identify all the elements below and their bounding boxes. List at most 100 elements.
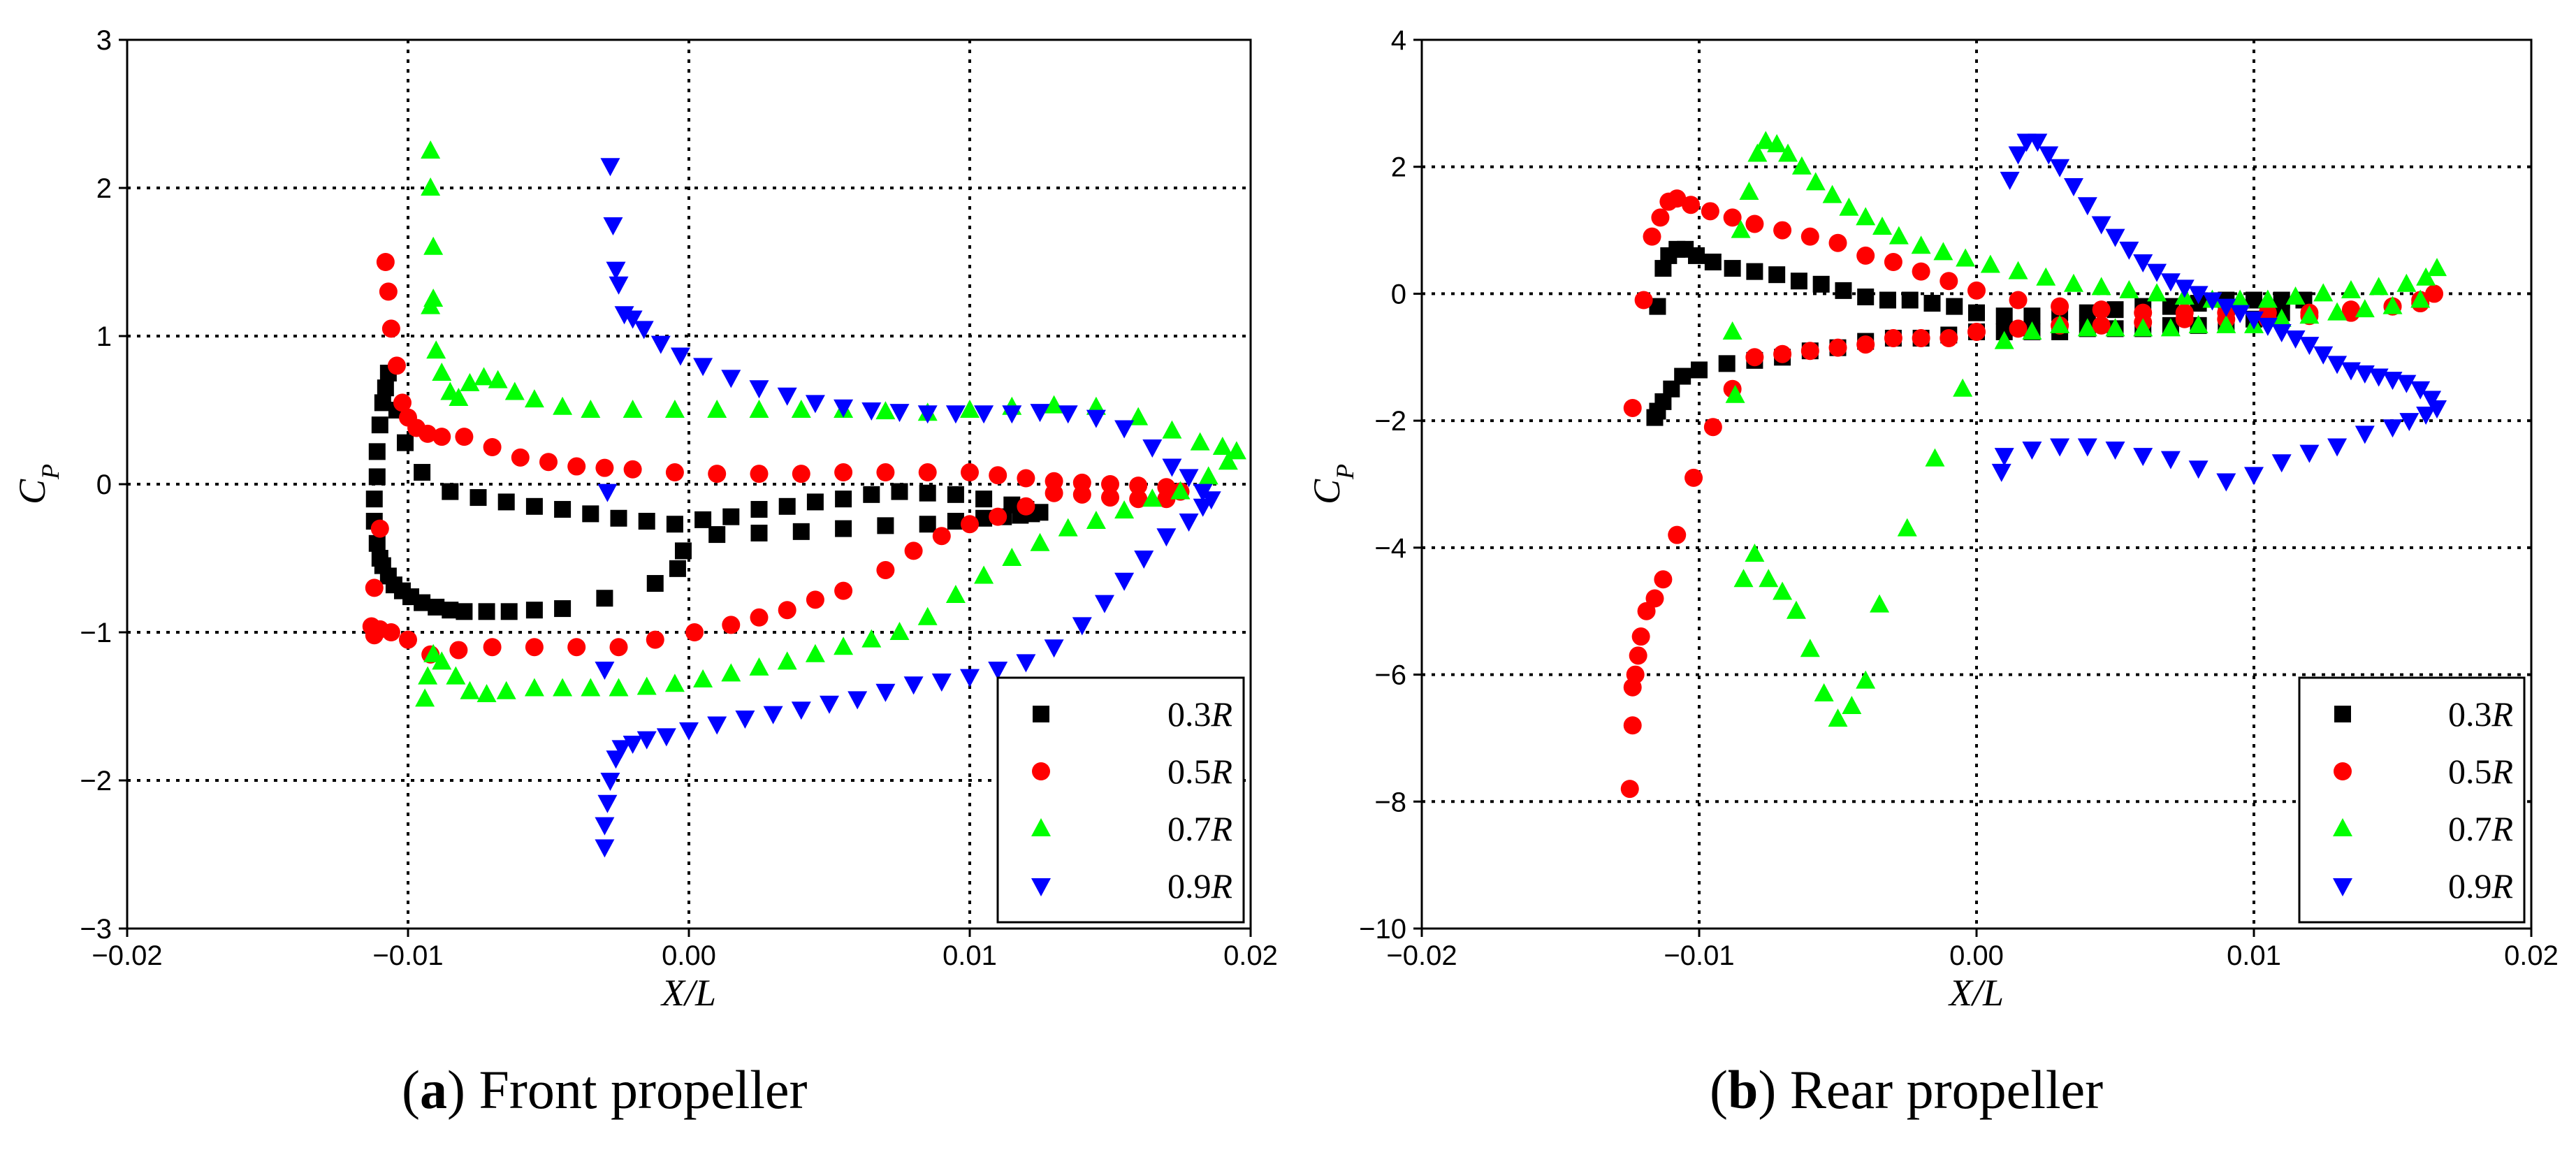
data-point-0.7R bbox=[1822, 184, 1842, 203]
data-point-0.5R bbox=[1682, 196, 1701, 214]
legend-label: 0.5R bbox=[1167, 752, 1232, 791]
caption-panel-label: b bbox=[1727, 1059, 1759, 1120]
data-point-0.7R bbox=[1786, 600, 1806, 619]
data-point-0.7R bbox=[2368, 277, 2389, 296]
data-point-0.9R bbox=[2327, 356, 2348, 374]
data-point-0.3R bbox=[497, 493, 515, 511]
data-point-0.9R bbox=[597, 794, 618, 813]
data-point-0.7R bbox=[1933, 242, 1953, 261]
data-point-0.5R bbox=[623, 460, 642, 479]
data-point-0.3R bbox=[1688, 247, 1705, 264]
data-point-0.9R bbox=[707, 716, 727, 735]
data-point-0.5R bbox=[567, 457, 586, 476]
data-point-0.9R bbox=[2382, 419, 2403, 438]
data-point-0.9R bbox=[2341, 362, 2361, 381]
data-point-0.7R bbox=[609, 678, 629, 697]
data-point-0.9R bbox=[2160, 451, 2181, 470]
x-tick-label: 0.02 bbox=[2504, 940, 2559, 971]
x-tick-label: −0.01 bbox=[372, 940, 443, 971]
data-point-0.7R bbox=[2160, 318, 2181, 337]
data-point-0.9R bbox=[1030, 404, 1050, 423]
data-point-0.3R bbox=[442, 602, 459, 619]
data-point-0.7R bbox=[2396, 273, 2417, 292]
data-point-0.9R bbox=[2355, 365, 2375, 384]
data-point-0.5R bbox=[834, 581, 853, 600]
data-point-0.9R bbox=[2133, 254, 2153, 272]
data-point-0.7R bbox=[875, 401, 896, 420]
data-point-0.9R bbox=[777, 387, 797, 406]
data-point-0.9R bbox=[2368, 368, 2389, 387]
data-point-0.7R bbox=[1897, 518, 1917, 537]
legend-marker-0.5R bbox=[1032, 762, 1050, 780]
data-point-0.3R bbox=[835, 490, 852, 508]
data-point-0.7R bbox=[664, 400, 685, 418]
data-point-0.9R bbox=[917, 405, 938, 424]
data-point-0.9R bbox=[749, 380, 769, 399]
legend-label-variable: R bbox=[2491, 752, 2513, 791]
data-point-0.3R bbox=[470, 489, 487, 507]
data-point-0.5R bbox=[1017, 497, 1035, 516]
data-point-0.9R bbox=[931, 673, 952, 692]
data-point-0.3R bbox=[1923, 295, 1941, 312]
legend-label-number: 0.7 bbox=[2448, 809, 2492, 848]
y-axis-label: CP bbox=[11, 464, 64, 504]
data-point-0.5R bbox=[961, 515, 979, 534]
grid-lines bbox=[127, 40, 1251, 929]
data-point-0.3R bbox=[610, 509, 627, 527]
data-point-0.5R bbox=[387, 356, 406, 375]
data-point-0.5R bbox=[989, 507, 1007, 526]
data-point-0.9R bbox=[2105, 442, 2125, 460]
data-point-0.9R bbox=[1094, 595, 1114, 613]
data-point-0.5R bbox=[961, 463, 979, 482]
data-point-0.7R bbox=[421, 140, 441, 159]
legend-label-number: 0.3 bbox=[1167, 694, 1211, 734]
data-point-0.9R bbox=[2271, 323, 2292, 342]
data-point-0.3R bbox=[778, 497, 796, 515]
data-point-0.3R bbox=[396, 434, 414, 451]
data-point-0.9R bbox=[721, 370, 741, 388]
data-point-0.3R bbox=[1724, 260, 1741, 277]
data-point-0.5R bbox=[792, 465, 810, 483]
data-point-0.5R bbox=[1654, 570, 1673, 589]
data-point-0.7R bbox=[664, 674, 685, 692]
data-point-0.7R bbox=[460, 681, 480, 699]
data-point-0.9R bbox=[2133, 448, 2153, 467]
data-point-0.7R bbox=[1773, 581, 1793, 600]
data-point-0.9R bbox=[693, 358, 713, 377]
data-point-0.7R bbox=[1805, 172, 1826, 191]
data-point-0.9R bbox=[2077, 197, 2097, 216]
data-point-0.7R bbox=[749, 400, 769, 418]
data-point-0.3R bbox=[1768, 266, 1786, 284]
data-point-0.3R bbox=[674, 542, 692, 560]
data-point-0.9R bbox=[2008, 146, 2028, 165]
y-tick-label: 0 bbox=[96, 470, 112, 500]
data-point-0.5R bbox=[1912, 262, 1930, 281]
data-point-0.5R bbox=[595, 458, 614, 477]
data-point-0.7R bbox=[974, 565, 994, 584]
legend-label-variable: R bbox=[2491, 694, 2513, 734]
data-point-0.9R bbox=[650, 335, 671, 354]
data-point-0.5R bbox=[750, 608, 769, 627]
y-tick-label: 4 bbox=[1391, 25, 1406, 56]
data-point-0.5R bbox=[376, 253, 395, 271]
data-point-0.5R bbox=[362, 617, 381, 636]
data-point-0.9R bbox=[735, 710, 755, 729]
x-tick-label: −0.02 bbox=[92, 940, 162, 971]
data-point-0.7R bbox=[1980, 254, 2000, 273]
data-point-0.7R bbox=[2410, 289, 2431, 308]
data-point-0.3R bbox=[750, 524, 768, 541]
data-point-0.7R bbox=[449, 388, 469, 407]
data-point-0.7R bbox=[2022, 321, 2042, 340]
data-point-0.3R bbox=[554, 600, 572, 618]
data-point-0.7R bbox=[423, 643, 444, 662]
data-point-0.7R bbox=[2427, 258, 2447, 277]
data-point-0.9R bbox=[2410, 381, 2431, 400]
legend-label-number: 0.3 bbox=[2448, 694, 2492, 734]
data-point-0.5R bbox=[1703, 418, 1722, 437]
data-point-0.7R bbox=[1142, 488, 1163, 507]
y-tick-labels: −3 −2 −1 0 1 2 3 bbox=[80, 25, 112, 945]
data-point-0.7R bbox=[1778, 143, 1798, 162]
data-point-0.5R bbox=[904, 541, 923, 560]
data-point-0.9R bbox=[2416, 407, 2436, 425]
data-point-0.7R bbox=[1747, 143, 1768, 162]
